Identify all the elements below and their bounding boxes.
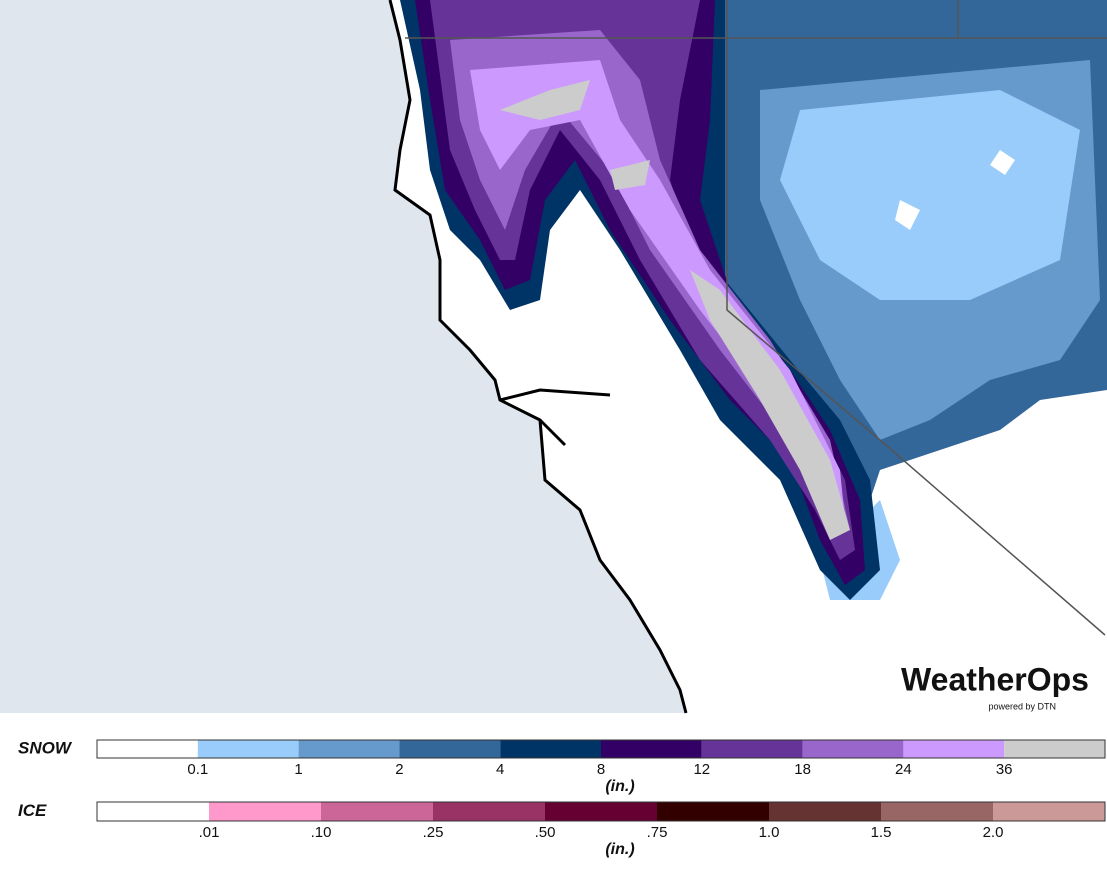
legend-label: 1.5 xyxy=(871,824,892,841)
legend-label: 1.0 xyxy=(759,824,780,841)
legend-swatch xyxy=(993,802,1105,821)
legend-label: .50 xyxy=(535,824,556,841)
legend-swatch xyxy=(399,740,501,758)
legend-label: 2.0 xyxy=(983,824,1004,841)
legend-swatch xyxy=(97,740,198,758)
legend-label: .10 xyxy=(311,824,332,841)
legend-swatch xyxy=(545,802,657,821)
legend-swatch xyxy=(209,802,321,821)
legend-swatch xyxy=(500,740,601,758)
legend-label: 0.1 xyxy=(187,761,208,778)
legend-label: .01 xyxy=(199,824,220,841)
coastline xyxy=(388,0,688,714)
legend-swatch xyxy=(903,740,1005,758)
legend-label: 24 xyxy=(895,761,912,778)
legend-label: 1 xyxy=(294,761,302,778)
logo-title: WeatherOps xyxy=(901,661,1089,697)
logo-subtitle: powered by DTN xyxy=(988,701,1056,711)
legend-title: ICE xyxy=(18,801,47,820)
legend-label: 12 xyxy=(693,761,710,778)
legend-label: 4 xyxy=(496,761,504,778)
legend-unit: (in.) xyxy=(605,778,634,795)
legend-title: SNOW xyxy=(18,738,73,757)
map xyxy=(0,0,1107,714)
legend-label: .75 xyxy=(647,824,668,841)
legend-label: 8 xyxy=(597,761,605,778)
legend-swatch xyxy=(769,802,881,821)
legend-frame xyxy=(96,801,1106,822)
legend-label: 18 xyxy=(794,761,811,778)
legend-unit: (in.) xyxy=(605,841,634,858)
state-borders xyxy=(405,0,1107,636)
legend-swatch xyxy=(601,740,702,758)
snow-fields xyxy=(400,0,1107,600)
ocean xyxy=(0,0,686,713)
legend-swatch xyxy=(701,740,803,758)
logo: WeatherOps powered by DTN xyxy=(901,661,1089,711)
legend-swatch xyxy=(97,802,209,821)
legend-swatch xyxy=(433,802,545,821)
legend-swatch xyxy=(802,740,904,758)
legend-swatch xyxy=(298,740,400,758)
legend-label: .25 xyxy=(423,824,444,841)
legend-swatch xyxy=(197,740,299,758)
legend-label: 36 xyxy=(996,761,1013,778)
legend-frame xyxy=(96,739,1106,759)
legend-swatch xyxy=(881,802,993,821)
legend-label: 2 xyxy=(395,761,403,778)
legend-swatch xyxy=(657,802,769,821)
legend-swatch xyxy=(1004,740,1105,758)
legend-swatch xyxy=(321,802,433,821)
